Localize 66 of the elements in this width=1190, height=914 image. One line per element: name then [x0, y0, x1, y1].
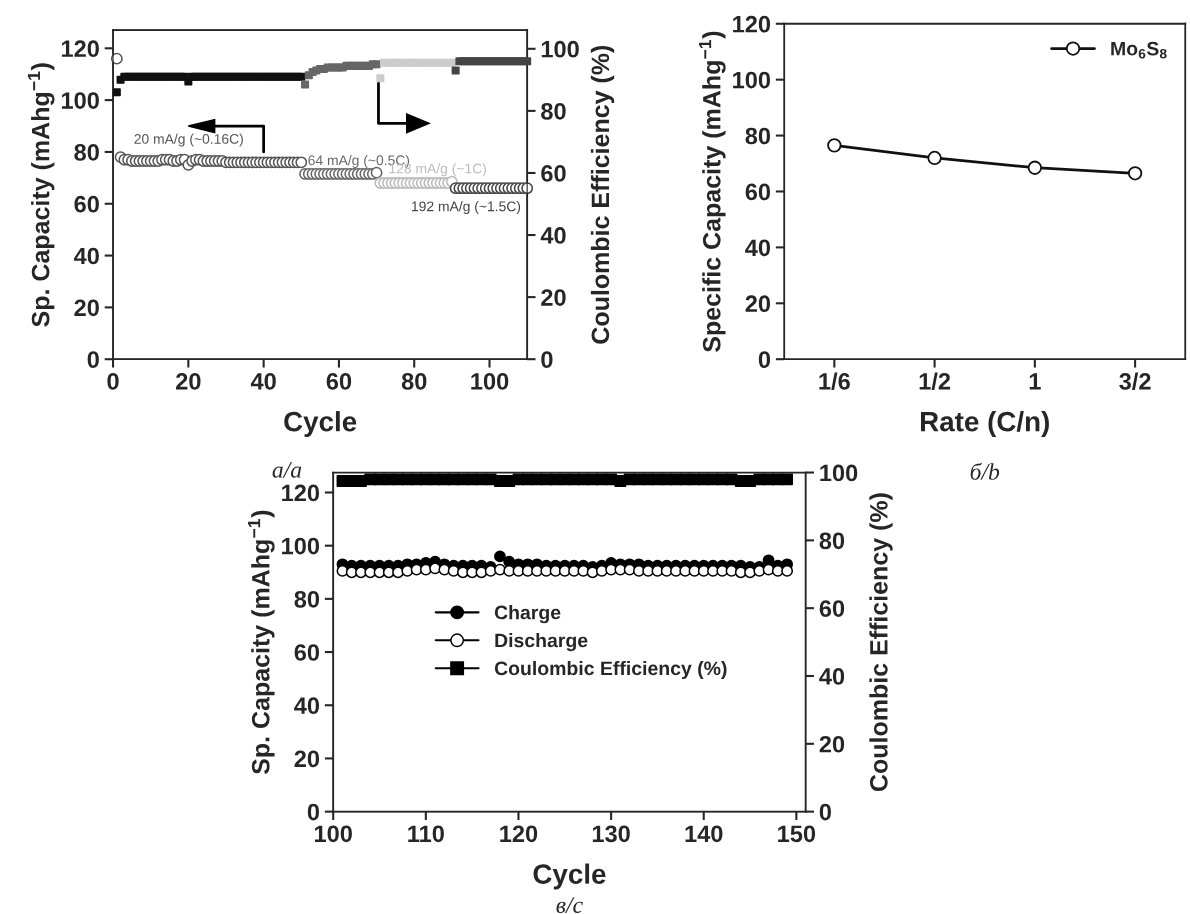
y-tick-label: 60 [294, 644, 320, 661]
annotation: 20 mA/g (~0.16C) [134, 133, 243, 147]
y2-tick-label: 100 [541, 40, 579, 58]
y2-tick-label: 40 [540, 227, 566, 244]
x-tick-label: 1/2 [919, 372, 951, 390]
y-tick-label: 120 [733, 15, 771, 33]
y-tick-label: 0 [307, 803, 320, 821]
y2-tick-label: 0 [541, 351, 553, 368]
legend-label: Mo$_{6}$S$_{8}$ [1111, 41, 1167, 59]
x-tick-label: 80 [401, 373, 427, 390]
x-tick-label: 1 [1029, 373, 1041, 390]
y-axis-title: Sp. Capacity (mAhg$^{−1}$) [248, 510, 275, 775]
x-axis-title: Cycle [533, 863, 606, 890]
y-tick-label: 40 [73, 247, 99, 265]
y2-tick-label: 80 [819, 532, 845, 550]
x-tick-label: 3/2 [1119, 372, 1151, 390]
x-tick-label: 1/6 [819, 372, 850, 390]
y2-tick-label: 0 [819, 803, 831, 821]
x-tick-label: 140 [685, 825, 723, 843]
y-tick-label: 60 [74, 195, 99, 213]
y-tick-label: 120 [61, 40, 99, 58]
y2-tick-label: 80 [541, 102, 566, 120]
y-tick-label: 40 [294, 697, 320, 715]
x-axis-title: Rate (C/n) [921, 411, 1049, 437]
x-tick-label: 130 [592, 825, 630, 843]
y2-tick-label: 20 [819, 735, 845, 753]
y-tick-label: 20 [294, 750, 320, 768]
y-tick-label: 60 [745, 183, 771, 201]
y-tick-label: 80 [294, 590, 320, 608]
y-tick-label: 120 [282, 484, 320, 502]
y2-axis-title: Coulombic Efficiency (%) [590, 45, 615, 344]
y-tick-label: 0 [87, 351, 99, 368]
x-tick-label: 120 [500, 825, 538, 843]
y2-axis-title: Coulombic Efficiency (%) [869, 493, 893, 792]
text: б/b [970, 462, 1000, 480]
y2-tick-label: 40 [819, 668, 845, 685]
legend-label: Discharge [495, 633, 588, 652]
x-tick-label: 40 [250, 373, 276, 390]
y-tick-label: 100 [61, 92, 99, 109]
y-tick-label: 40 [745, 239, 771, 257]
y-axis-title: Specific Capacity (mAhg$^{−1}$) [699, 31, 726, 353]
legend-label: Coulombic Efficiency (%) [494, 660, 727, 680]
y-tick-label: 80 [745, 127, 771, 145]
y-tick-label: 80 [74, 144, 99, 161]
x-tick-label: 150 [778, 825, 816, 843]
x-tick-label: 20 [176, 373, 201, 390]
text: в/c [556, 897, 583, 914]
x-axis-title: Cycle [284, 411, 357, 437]
y-tick-label: 20 [745, 295, 771, 313]
legend-label: Charge [494, 605, 561, 624]
y-tick-label: 100 [733, 71, 771, 89]
x-tick-label: 110 [408, 825, 444, 843]
annotation: 192 mA/g (~1.5C) [412, 201, 521, 215]
y2-tick-label: 60 [541, 165, 566, 182]
y2-tick-label: 20 [541, 289, 566, 306]
x-tick-label: 60 [326, 373, 352, 390]
x-tick-label: 100 [314, 825, 352, 843]
y-axis-title: Sp. Capacity (mAhg$^{−1}$) [27, 63, 55, 327]
y2-tick-label: 100 [820, 464, 858, 482]
y-tick-label: 100 [282, 537, 320, 555]
text: а/a [272, 462, 302, 478]
y-tick-label: 0 [758, 351, 771, 368]
y-tick-label: 20 [74, 299, 99, 317]
x-tick-label: 0 [107, 373, 119, 390]
x-tick-label: 100 [471, 373, 509, 390]
y2-tick-label: 60 [819, 600, 845, 617]
